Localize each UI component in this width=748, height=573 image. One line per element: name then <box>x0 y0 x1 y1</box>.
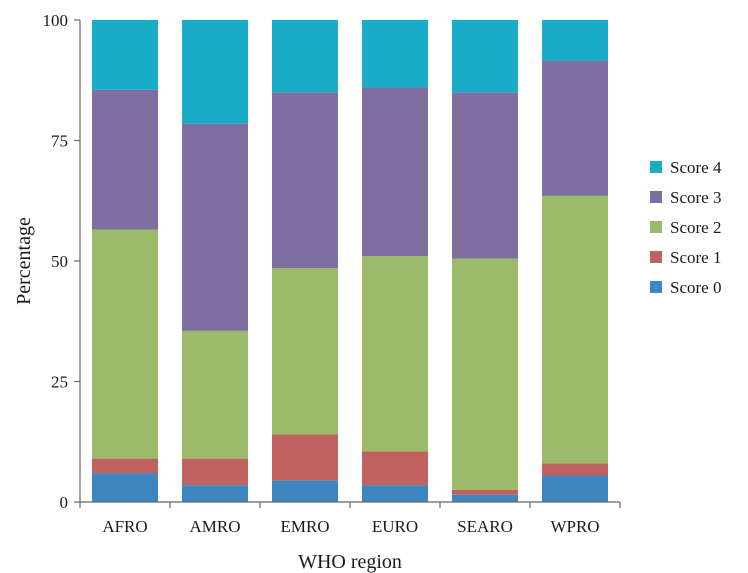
legend-label-score-4: Score 4 <box>670 158 722 177</box>
y-axis-title: Percentage <box>13 217 35 305</box>
legend-label-score-0: Score 0 <box>670 278 721 297</box>
legend-swatch-score-3 <box>650 191 662 203</box>
bar-segment-emro-score-0 <box>272 480 338 502</box>
legend-swatch-score-4 <box>650 161 662 173</box>
x-axis-ticks: AFRO AMRO EMRO EURO SEARO WPRO <box>79 502 621 536</box>
bar-segment-afro-score-0 <box>92 473 158 502</box>
bars-layer <box>92 20 608 502</box>
x-tick-label-amro: AMRO <box>189 517 240 536</box>
bar-segment-wpro-score-4 <box>542 20 608 61</box>
bar-segment-searo-score-1 <box>452 489 518 495</box>
legend: Score 4 Score 3 Score 2 Score 1 Score 0 <box>650 158 722 297</box>
x-tick-label-euro: EURO <box>372 517 418 536</box>
bar-segment-euro-score-0 <box>362 485 428 502</box>
bar-segment-afro-score-3 <box>92 89 158 230</box>
legend-swatch-score-1 <box>650 251 662 263</box>
bar-segment-euro-score-3 <box>362 87 428 257</box>
bar-segment-searo-score-0 <box>452 494 518 502</box>
bar-segment-amro-score-4 <box>182 20 248 124</box>
bar-segment-euro-score-4 <box>362 20 428 88</box>
bar-segment-searo-score-4 <box>452 20 518 93</box>
bar-segment-afro-score-1 <box>92 458 158 474</box>
y-tick-label: 0 <box>60 493 69 512</box>
legend-swatch-score-2 <box>650 221 662 233</box>
bar-segment-afro-score-4 <box>92 20 158 90</box>
bar-segment-emro-score-3 <box>272 92 338 269</box>
bar-segment-wpro-score-0 <box>542 475 608 502</box>
bar-segment-amro-score-1 <box>182 458 248 486</box>
x-tick-label-afro: AFRO <box>102 517 147 536</box>
bar-segment-euro-score-2 <box>362 256 428 452</box>
bar-segment-searo-score-2 <box>452 258 518 490</box>
y-tick-label: 50 <box>51 252 68 271</box>
x-tick-label-wpro: WPRO <box>550 517 599 536</box>
legend-label-score-1: Score 1 <box>670 248 721 267</box>
legend-label-score-2: Score 2 <box>670 218 721 237</box>
bar-segment-amro-score-2 <box>182 330 248 459</box>
bar-segment-euro-score-1 <box>362 451 428 486</box>
bar-segment-wpro-score-1 <box>542 463 608 476</box>
legend-swatch-score-0 <box>650 281 662 293</box>
y-tick-label: 25 <box>51 373 68 392</box>
y-tick-label: 75 <box>51 132 68 151</box>
bar-segment-amro-score-3 <box>182 123 248 331</box>
x-tick-label-emro: EMRO <box>280 517 329 536</box>
bar-segment-afro-score-2 <box>92 229 158 459</box>
y-axis-ticks: 0 25 50 75 100 <box>43 11 80 512</box>
x-tick-label-searo: SEARO <box>457 517 513 536</box>
bar-segment-amro-score-0 <box>182 485 248 502</box>
x-axis-title: WHO region <box>298 551 402 573</box>
bar-segment-emro-score-2 <box>272 268 338 435</box>
bar-segment-emro-score-4 <box>272 20 338 93</box>
bar-segment-searo-score-3 <box>452 92 518 259</box>
bar-segment-emro-score-1 <box>272 434 338 481</box>
legend-label-score-3: Score 3 <box>670 188 721 207</box>
bar-segment-wpro-score-2 <box>542 195 608 464</box>
bar-segment-wpro-score-3 <box>542 60 608 196</box>
y-tick-label: 100 <box>43 11 69 30</box>
